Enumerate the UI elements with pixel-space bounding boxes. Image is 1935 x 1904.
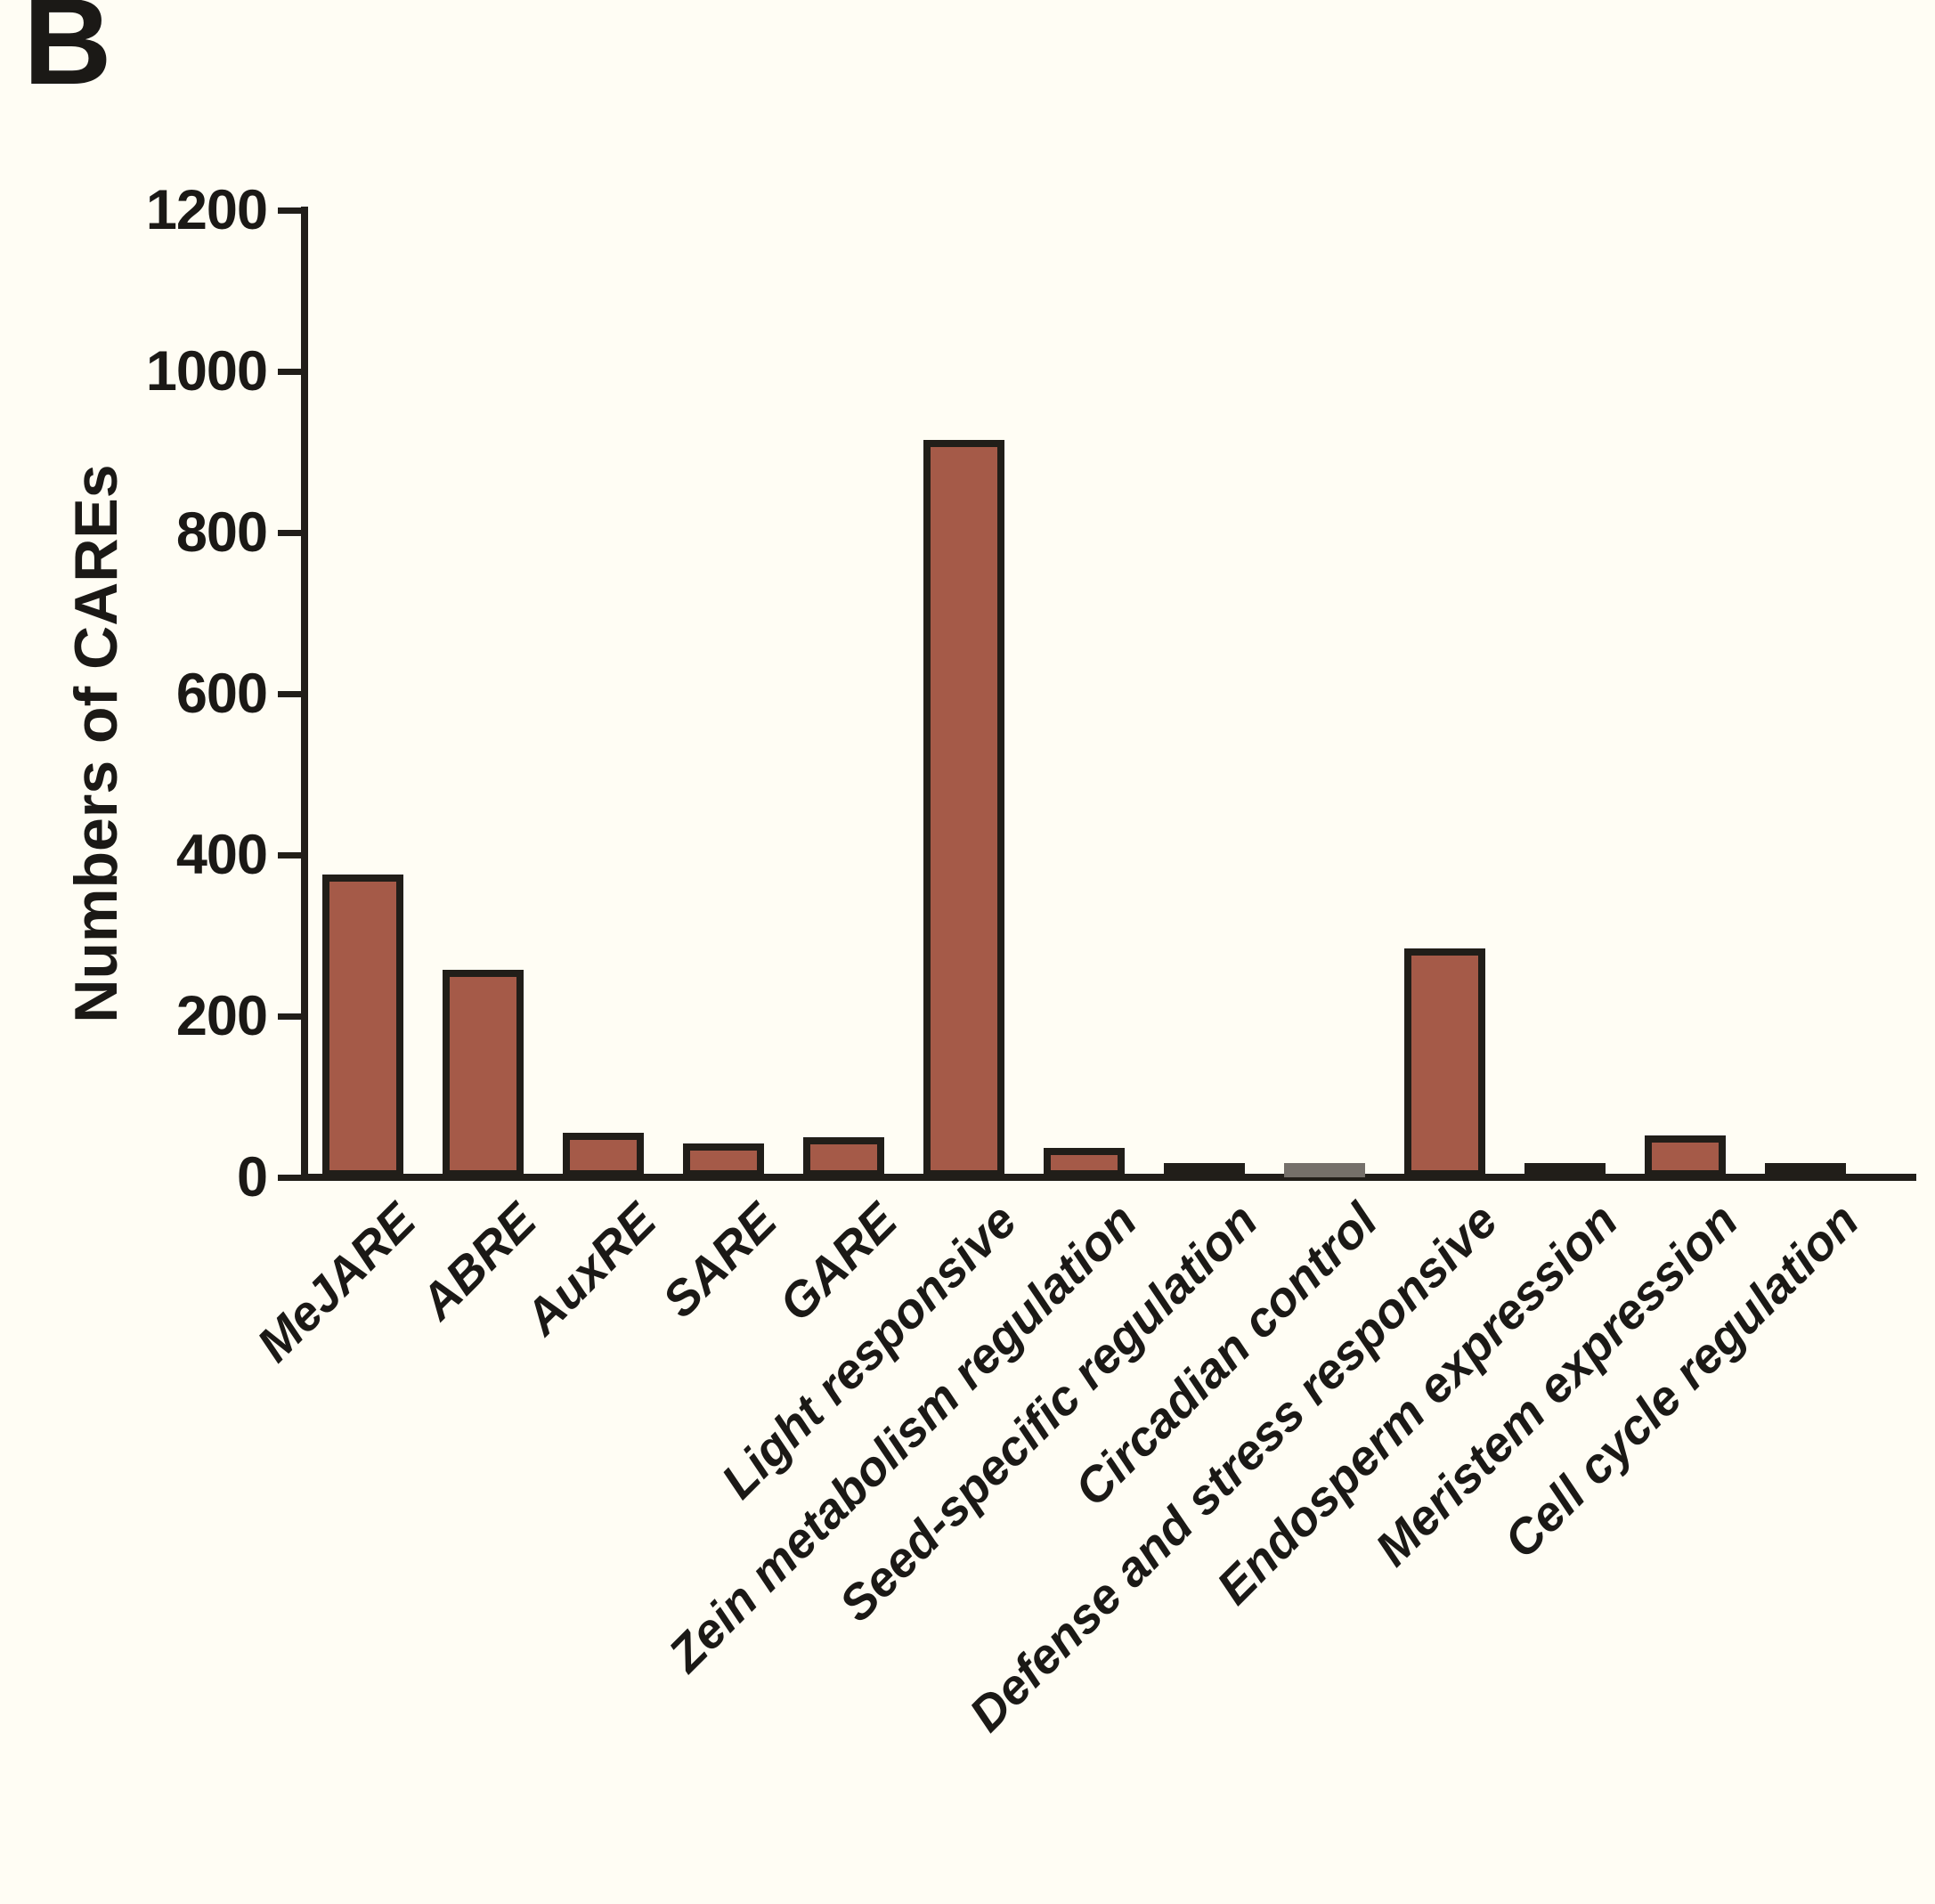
y-tick-label: 200 (175, 985, 268, 1047)
x-axis-label: AuxRE (514, 1192, 667, 1346)
x-axis-label: SARE (651, 1192, 787, 1329)
bar-sare (683, 1143, 764, 1177)
y-tick-label: 1200 (145, 179, 268, 241)
y-tick-label: 1000 (145, 340, 268, 403)
x-axis-label: MeJARE (246, 1192, 427, 1372)
y-tick-label: 0 (236, 1146, 268, 1208)
bar-endosperm-expression (1524, 1163, 1606, 1177)
y-tick-mark (278, 1174, 301, 1181)
y-tick-mark (278, 1013, 301, 1020)
y-tick-label: 600 (175, 663, 268, 725)
panel-label: B (23, 0, 112, 110)
bar-light-responsive (923, 440, 1004, 1177)
y-tick-mark (278, 690, 301, 697)
y-axis-line (301, 207, 308, 1181)
y-tick-mark (278, 207, 301, 214)
bar-circadian-control (1284, 1163, 1365, 1177)
bar-zein-metabolism-regulation (1044, 1148, 1125, 1177)
y-tick-mark (278, 529, 301, 536)
y-tick-mark (278, 368, 301, 375)
bar-defense-and-stress-responsive (1404, 948, 1485, 1177)
x-axis-line (301, 1174, 1916, 1181)
y-tick-mark (278, 851, 301, 858)
y-tick-label: 400 (175, 824, 268, 886)
bar-mejare (322, 875, 403, 1177)
bar-cell-cycle-regulation (1765, 1163, 1846, 1177)
bar-meristem-expression (1645, 1135, 1726, 1177)
bar-abre (443, 970, 524, 1177)
bar-gare (803, 1137, 884, 1177)
y-tick-label: 800 (175, 501, 268, 564)
bar-seed-specific-regulation (1164, 1163, 1245, 1177)
bar-auxre (563, 1133, 644, 1177)
